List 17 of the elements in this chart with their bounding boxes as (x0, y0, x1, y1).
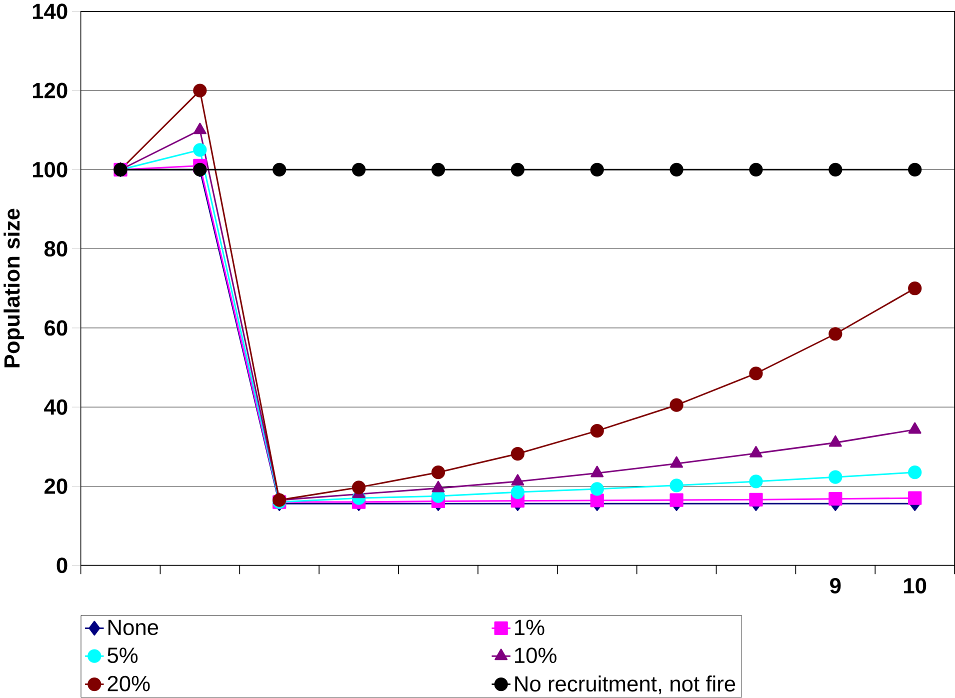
y-tick-label: 140 (32, 4, 68, 20)
legend-label: 5% (108, 648, 138, 664)
legend-label: No recruitment, not fire (515, 676, 736, 694)
x-tick-label: 10 (904, 578, 926, 594)
legend-label: None (108, 620, 158, 636)
legend-label: 1% (515, 620, 544, 636)
y-tick-label: 20 (44, 478, 68, 494)
y-tick-label: 80 (44, 241, 68, 257)
x-tick-label: 9 (830, 578, 841, 594)
y-tick-label: 0 (56, 558, 68, 574)
legend-label: 10% (515, 648, 556, 664)
y-tick-label: 60 (44, 320, 68, 336)
y-axis-title: Population size (4, 208, 24, 368)
y-tick-label: 120 (32, 82, 68, 98)
legend-label: 20% (108, 676, 150, 692)
y-tick-label: 40 (44, 400, 68, 416)
y-tick-label: 100 (32, 162, 68, 178)
